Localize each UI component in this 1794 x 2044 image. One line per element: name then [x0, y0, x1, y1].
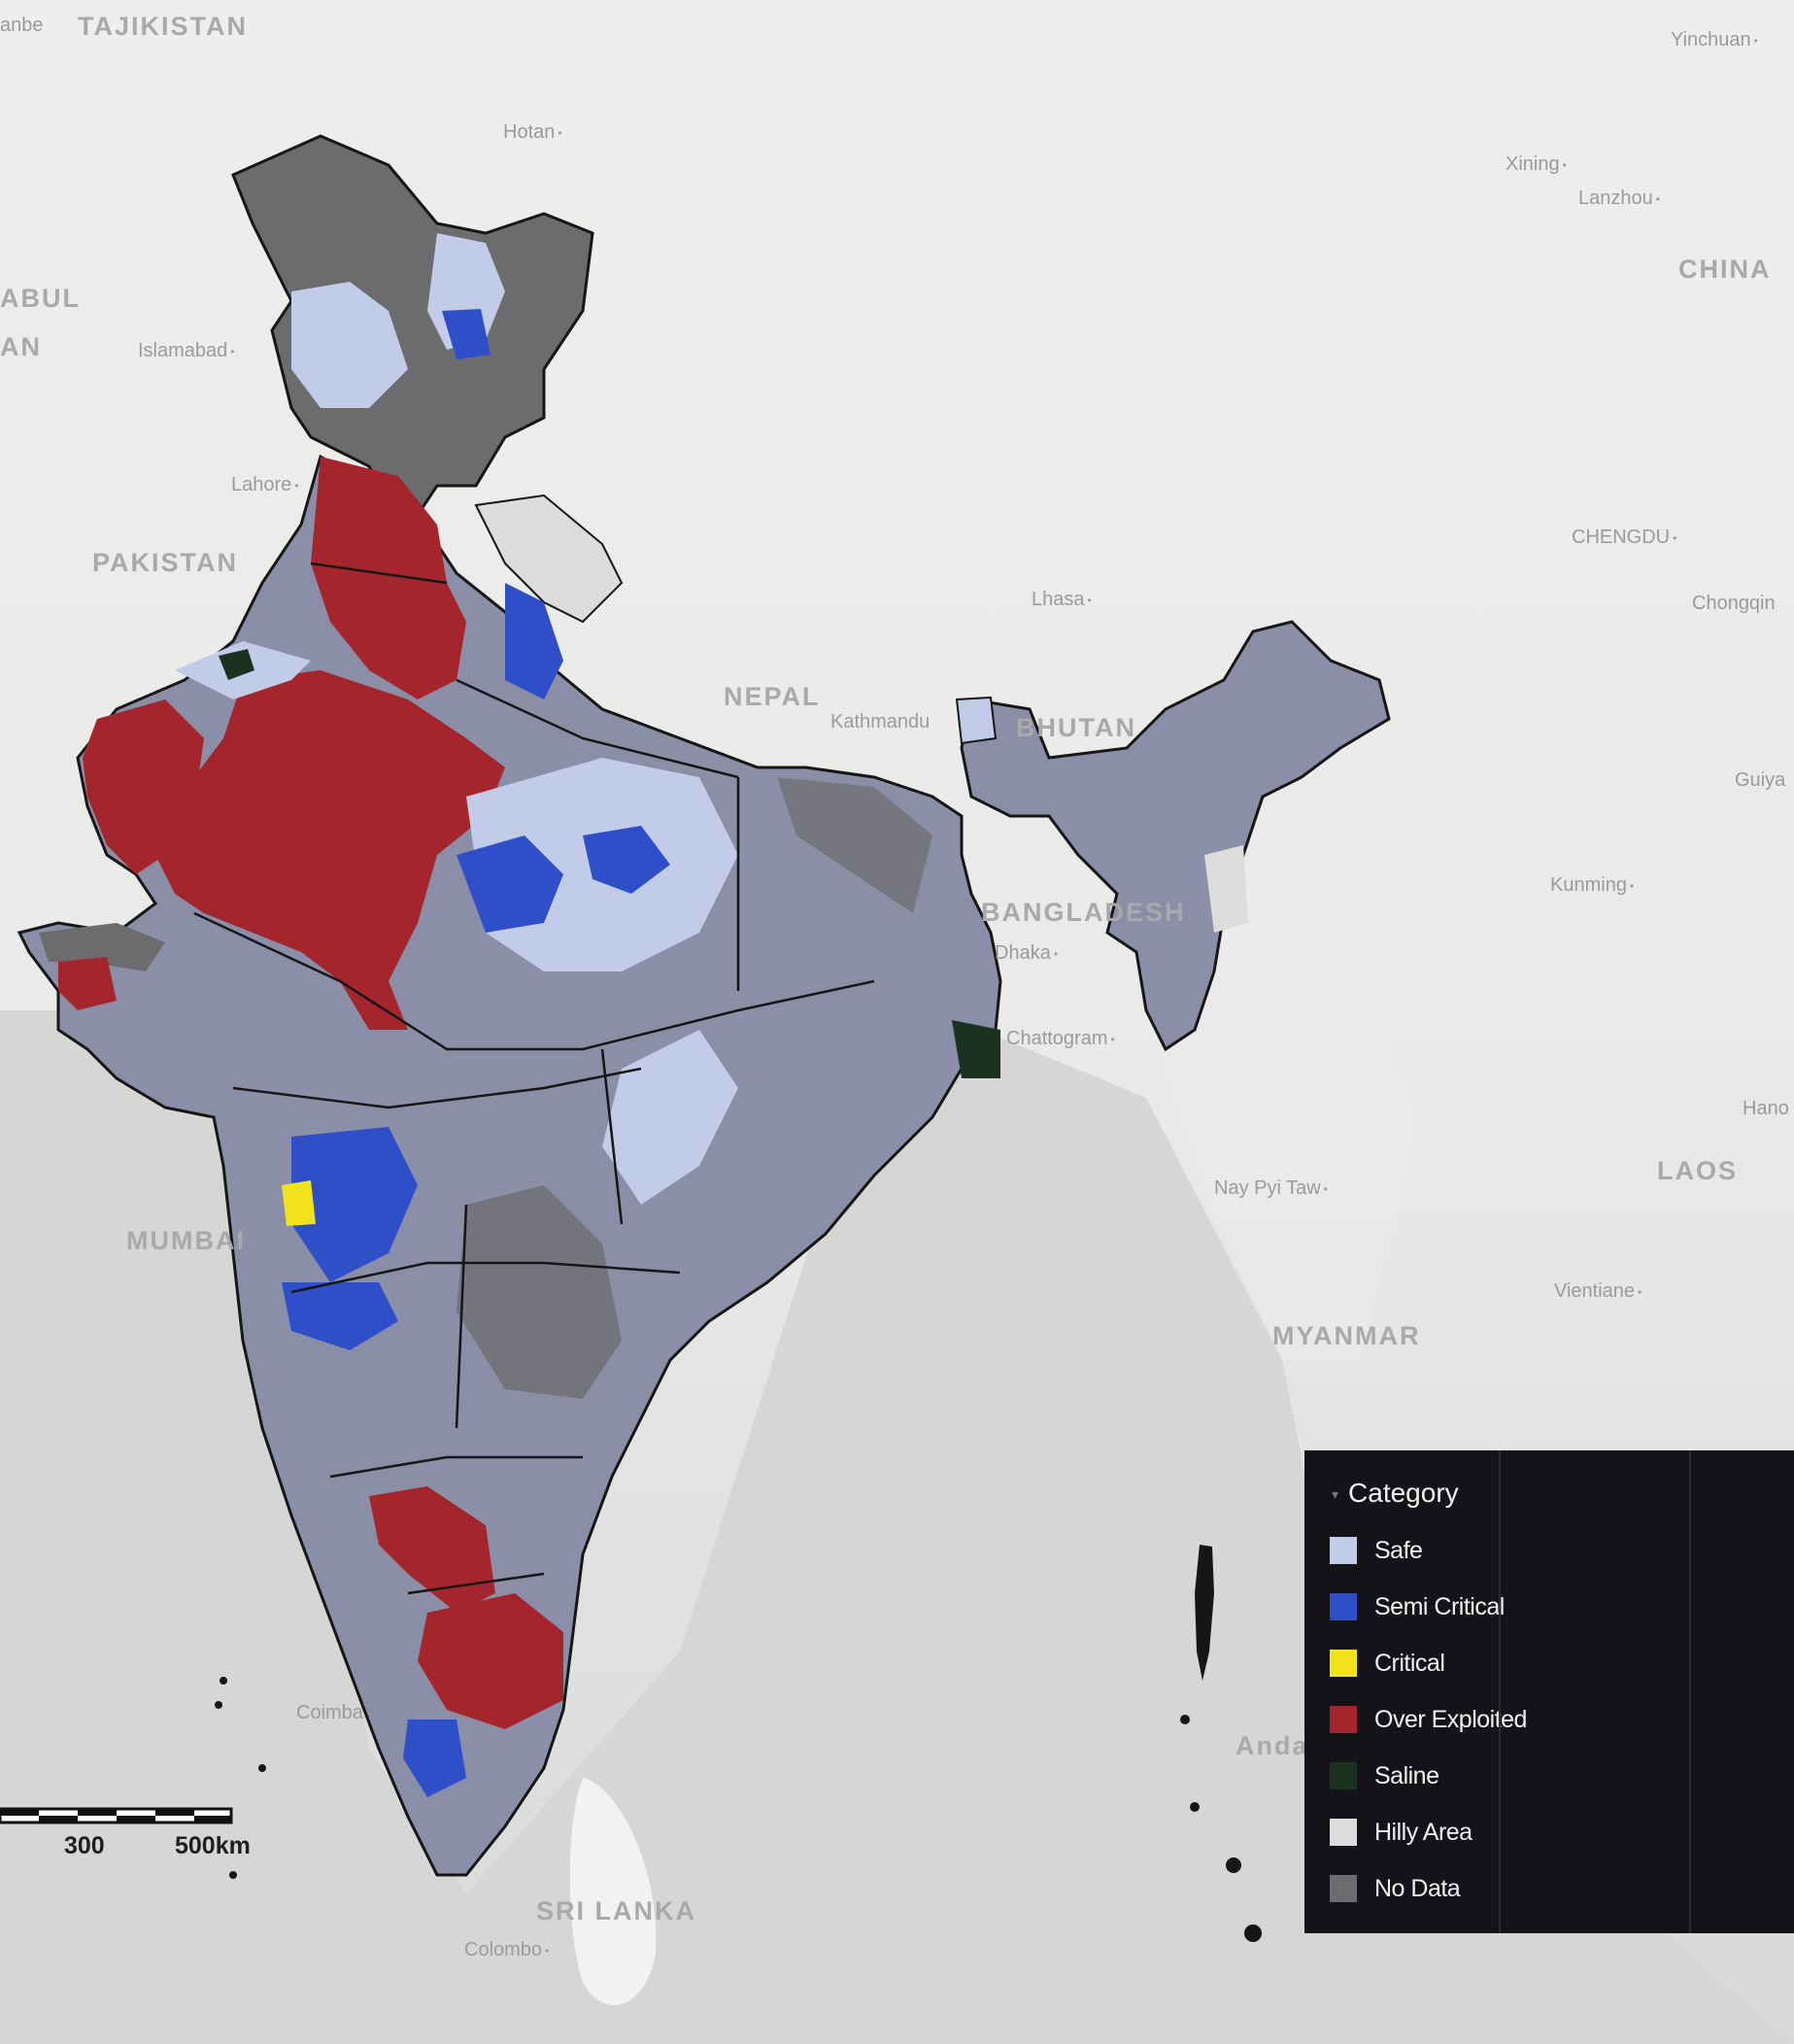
- label-bhutan: BHUTAN: [1016, 713, 1136, 742]
- legend-item[interactable]: Semi Critical: [1330, 1579, 1794, 1635]
- kashmir-safe: [291, 282, 408, 408]
- label-china: CHINA: [1678, 255, 1772, 284]
- label-dhaka: Dhaka: [995, 942, 1058, 965]
- label-tajikistan: TAJIKISTAN: [78, 12, 248, 41]
- label-pakistan: PAKISTAN: [92, 548, 238, 577]
- andaman-islands: [1195, 1545, 1214, 1681]
- legend-swatch: [1330, 1875, 1357, 1902]
- gujarat-grey: [39, 923, 165, 971]
- up-semi: [505, 583, 563, 699]
- label-yinchuan: Yinchuan: [1671, 29, 1758, 51]
- legend-label: Semi Critical: [1374, 1592, 1505, 1620]
- legend-title[interactable]: Category: [1348, 1478, 1794, 1509]
- scale-label-500km: 500km: [175, 1832, 251, 1859]
- label-nay-pyi-taw: Nay Pyi Taw: [1214, 1177, 1328, 1200]
- legend-item[interactable]: Hilly Area: [1330, 1804, 1794, 1860]
- north-grey-region: [231, 134, 594, 517]
- label-hanoi: Hano: [1743, 1098, 1789, 1119]
- legend-item[interactable]: No Data: [1330, 1860, 1794, 1917]
- south-semi: [403, 1720, 466, 1797]
- tamilnadu-over: [418, 1593, 563, 1729]
- label-lhasa: Lhasa: [1032, 589, 1092, 611]
- label-lanzhou: Lanzhou: [1578, 187, 1660, 210]
- ladakh-semi: [442, 309, 491, 359]
- myanmar-land: [1146, 855, 1418, 1360]
- legend-label: Hilly Area: [1374, 1818, 1472, 1846]
- scale-bar: [0, 1807, 233, 1824]
- legend-swatch: [1330, 1593, 1357, 1620]
- central-semi-1: [457, 835, 563, 933]
- label-kabul: ABUL: [0, 284, 81, 313]
- legend-item[interactable]: Safe: [1330, 1522, 1794, 1579]
- karnataka-over: [369, 1486, 495, 1613]
- label-vientiane: Vientiane: [1554, 1280, 1642, 1303]
- east-grey: [777, 777, 932, 913]
- sikkim: [955, 696, 998, 745]
- label-colombo: Colombo: [464, 1939, 549, 1961]
- label-islamabad: Islamabad: [138, 340, 234, 362]
- gujarat-over: [58, 957, 117, 1010]
- label-lahore: Lahore: [231, 474, 298, 496]
- label-kathmandu: Kathmandu: [830, 711, 931, 732]
- maharashtra-semi-2: [282, 1282, 398, 1350]
- label-andaman: Anda: [1235, 1731, 1309, 1760]
- label-chattogram: Chattogram: [1006, 1028, 1115, 1050]
- label-xining: Xining: [1506, 153, 1567, 176]
- label-myanmar: MYANMAR: [1272, 1321, 1421, 1350]
- label-mumbai: MUMBAI: [126, 1226, 246, 1255]
- legend-item[interactable]: Over Exploited: [1330, 1691, 1794, 1748]
- legend-swatch: [1330, 1650, 1357, 1677]
- bengal-saline: [952, 1020, 1000, 1078]
- east-safe: [602, 1030, 738, 1205]
- northeast-hilly: [1204, 845, 1248, 933]
- label-anbe: anbe: [0, 15, 44, 36]
- label-chengdu: CHENGDU: [1572, 527, 1676, 549]
- rajasthan-over-exploited: [155, 670, 505, 1030]
- legend-label: Safe: [1374, 1536, 1423, 1564]
- label-chongqing: Chongqin: [1692, 593, 1776, 614]
- sri-lanka-land: [569, 1778, 657, 2005]
- legend-label: Saline: [1374, 1761, 1439, 1789]
- label-coimbatore: Coimba: [296, 1702, 363, 1723]
- saline-nw: [219, 649, 254, 680]
- label-bangladesh: BANGLADESH: [981, 898, 1186, 927]
- label-an: AN: [0, 332, 42, 361]
- legend-label: No Data: [1374, 1874, 1461, 1902]
- punjab-over-exploited: [311, 457, 466, 699]
- legend-panel[interactable]: Category Safe Semi Critical Critical Over E…: [1304, 1450, 1794, 1933]
- legend-swatch: [1330, 1706, 1357, 1733]
- legend-item[interactable]: Saline: [1330, 1748, 1794, 1804]
- uttarakhand-hilly: [474, 494, 624, 624]
- rajasthan-west-over: [83, 699, 204, 874]
- label-laos: LAOS: [1657, 1156, 1739, 1185]
- state-boundaries: [193, 562, 875, 1595]
- legend-swatch: [1330, 1537, 1357, 1564]
- maharashtra-semi: [291, 1127, 418, 1282]
- legend-swatch: [1330, 1762, 1357, 1789]
- legend-items: Safe Semi Critical Critical Over Exploited S…: [1330, 1522, 1794, 1917]
- label-hotan: Hotan: [503, 121, 562, 144]
- label-nepal: NEPAL: [724, 682, 821, 711]
- legend-label: Over Exploited: [1374, 1705, 1527, 1733]
- maharashtra-critical: [282, 1180, 316, 1226]
- label-kunming: Kunming: [1550, 874, 1634, 897]
- legend-label: Critical: [1374, 1649, 1445, 1677]
- legend-swatch: [1330, 1819, 1357, 1846]
- label-guiyang: Guiya: [1735, 769, 1786, 791]
- legend-item[interactable]: Critical: [1330, 1635, 1794, 1691]
- scale-label-300: 300: [64, 1832, 105, 1859]
- label-sri-lanka: SRI LANKA: [536, 1896, 696, 1925]
- central-semi-2: [583, 826, 670, 894]
- deccan-grey: [457, 1185, 622, 1399]
